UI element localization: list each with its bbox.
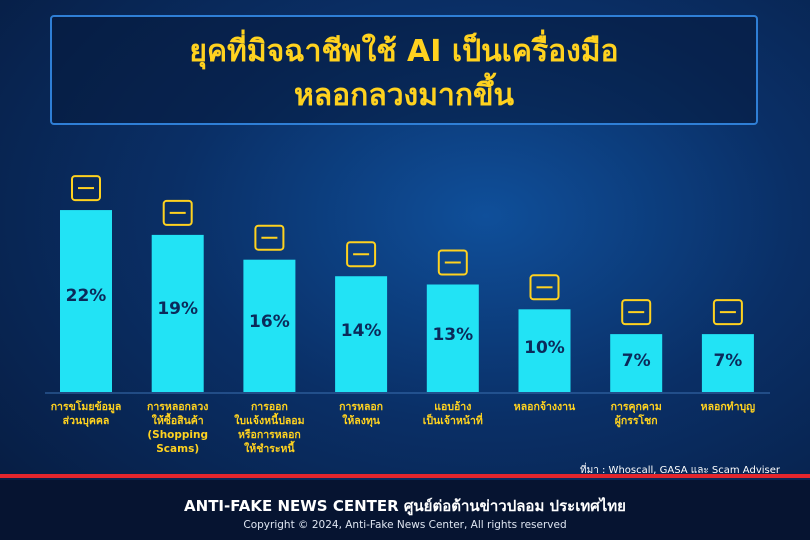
source-note: ที่มา : Whoscall, GASA และ Scam Adviser <box>580 465 780 476</box>
bar-icon <box>254 224 285 251</box>
bar <box>60 210 112 392</box>
category-label: แอบอ้าง เป็นเจ้าหน้าที่ <box>422 401 483 427</box>
chart-title: ยุคที่มิจฉาชีพใช้ AI เป็นเครื่องมือ หลอก… <box>189 34 619 113</box>
value-label: 14% <box>340 320 382 341</box>
bar-icon <box>712 299 743 326</box>
value-label: 7% <box>621 351 651 372</box>
bar-icon <box>346 241 377 268</box>
footer-band <box>0 480 810 540</box>
category-label: หลอกทำบุญ <box>700 401 756 413</box>
category-label: การคุกคาม ผู้กรรโชก <box>610 401 662 427</box>
footer-stripe <box>0 474 810 478</box>
bar <box>151 234 204 392</box>
bar-icon <box>162 199 193 226</box>
bar <box>243 259 296 392</box>
value-label: 19% <box>157 298 199 319</box>
value-label: 7% <box>713 351 743 372</box>
value-label: 22% <box>65 285 107 306</box>
value-label: 10% <box>524 338 565 359</box>
bar-icon <box>71 175 101 202</box>
title-frame <box>50 15 758 125</box>
bar <box>518 309 571 392</box>
category-label: การขโมยข้อมูล ส่วนบุคคล <box>50 401 122 427</box>
footer-org: ANTI-FAKE NEWS CENTER ศูนย์ต่อต้านข่าวปล… <box>184 497 626 515</box>
bar-icon <box>437 249 468 276</box>
value-label: 13% <box>432 325 474 346</box>
bar <box>610 334 663 392</box>
category-label: หลอกจ้างงาน <box>513 401 576 413</box>
footer-copyright: Copyright © 2024, Anti-Fake News Center,… <box>243 519 567 531</box>
bar <box>335 276 388 392</box>
category-label: การออก ใบแจ้งหนี้ปลอม หรือการหลอก ให้ชำร… <box>234 401 305 455</box>
category-label: การหลอกลวง ให้ซื้อสินค้า (Shopping Scams… <box>147 401 209 455</box>
bar <box>701 334 754 392</box>
bar <box>426 284 479 392</box>
bar-icon <box>621 299 652 326</box>
category-label: การหลอก ให้ลงทุน <box>339 401 384 427</box>
value-label: 16% <box>249 311 290 332</box>
bar-icon <box>529 274 560 301</box>
